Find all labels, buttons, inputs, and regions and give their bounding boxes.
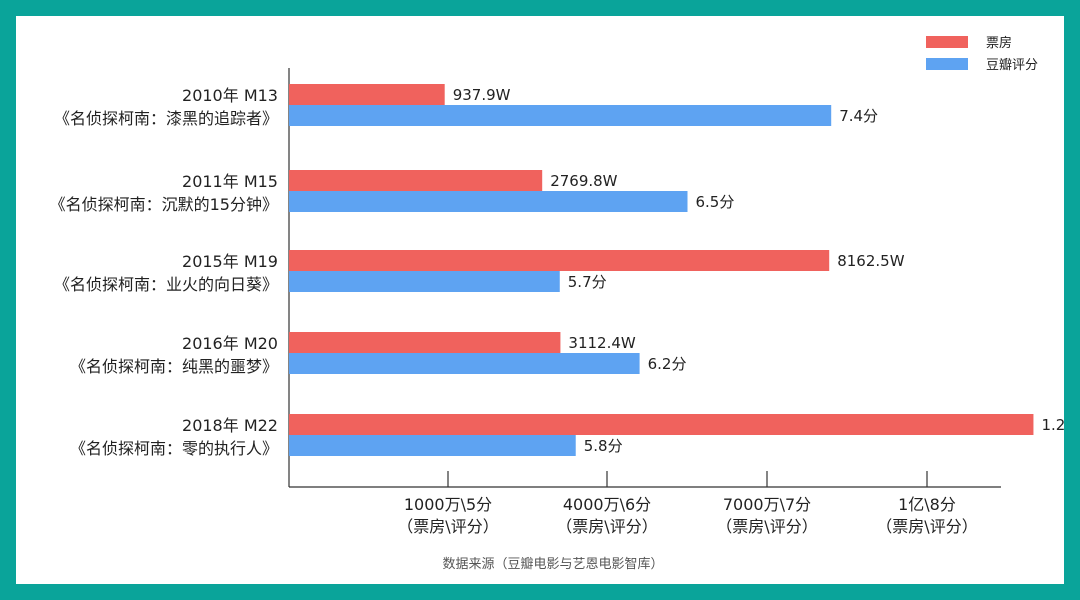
x-tick-label: 1亿\8分	[898, 495, 956, 514]
bar-douban-score-label: 7.4分	[839, 107, 878, 125]
bar-douban-score	[289, 271, 560, 292]
category-label-year: 2011年 M15	[182, 172, 278, 191]
legend-label: 票房	[986, 35, 1012, 51]
bar-douban-score	[289, 191, 688, 212]
category-label-year: 2016年 M20	[182, 334, 278, 353]
category-label-year: 2018年 M22	[182, 416, 278, 435]
bar-box-office-label: 937.9W	[453, 86, 511, 104]
bar-douban-score	[289, 353, 640, 374]
legend-swatch	[926, 58, 968, 70]
legend-label: 豆瓣评分	[986, 58, 1038, 73]
x-tick-label: 4000万\6分	[563, 495, 651, 514]
bar-box-office	[289, 170, 543, 191]
bar-douban-score-label: 5.8分	[584, 437, 623, 455]
category-label-title: 《名侦探柯南：业火的向日葵》	[54, 275, 278, 294]
bar-box-office	[289, 414, 1034, 435]
bar-douban-score-label: 5.7分	[568, 273, 607, 291]
x-tick-sublabel: （票房\评分）	[397, 517, 498, 536]
category-label-title: 《名侦探柯南：零的执行人》	[70, 439, 278, 458]
bar-douban-score	[289, 435, 576, 456]
bar-chart: 1000万\5分 （票房\评分） 4000万\6分 （票房\评分） 7000万\7分 （票…	[50, 35, 1064, 572]
x-tick-sublabel: （票房\评分）	[556, 517, 657, 536]
source-note: 数据来源（豆瓣电影与艺恩电影智库）	[442, 556, 663, 572]
category-label-title: 《名侦探柯南：沉默的15分钟》	[50, 195, 278, 214]
bar-box-office-label: 3112.4W	[568, 334, 635, 352]
x-tick-sublabel: （票房\评分）	[876, 517, 977, 536]
x-tick-label: 1000万\5分	[404, 495, 492, 514]
bar-box-office	[289, 332, 561, 353]
category-label-title: 《名侦探柯南：纯黑的噩梦》	[70, 357, 278, 376]
x-tick-sublabel: （票房\评分）	[716, 517, 817, 536]
bar-box-office	[289, 250, 830, 271]
bar-box-office-label: 1.2亿	[1041, 416, 1064, 434]
bar-douban-score	[289, 105, 832, 126]
bar-douban-score-label: 6.2分	[648, 355, 687, 373]
category-label-year: 2015年 M19	[182, 252, 278, 271]
category-label-year: 2010年 M13	[182, 86, 278, 105]
chart-frame: 1000万\5分 （票房\评分） 4000万\6分 （票房\评分） 7000万\7分 （票…	[16, 16, 1064, 584]
bar-douban-score-label: 6.5分	[696, 193, 735, 211]
bar-box-office-label: 2769.8W	[550, 172, 617, 190]
category-label-title: 《名侦探柯南：漆黑的追踪者》	[54, 109, 278, 128]
bar-box-office-label: 8162.5W	[837, 252, 904, 270]
legend-swatch	[926, 36, 968, 48]
x-tick-label: 7000万\7分	[723, 495, 811, 514]
bar-box-office	[289, 84, 445, 105]
